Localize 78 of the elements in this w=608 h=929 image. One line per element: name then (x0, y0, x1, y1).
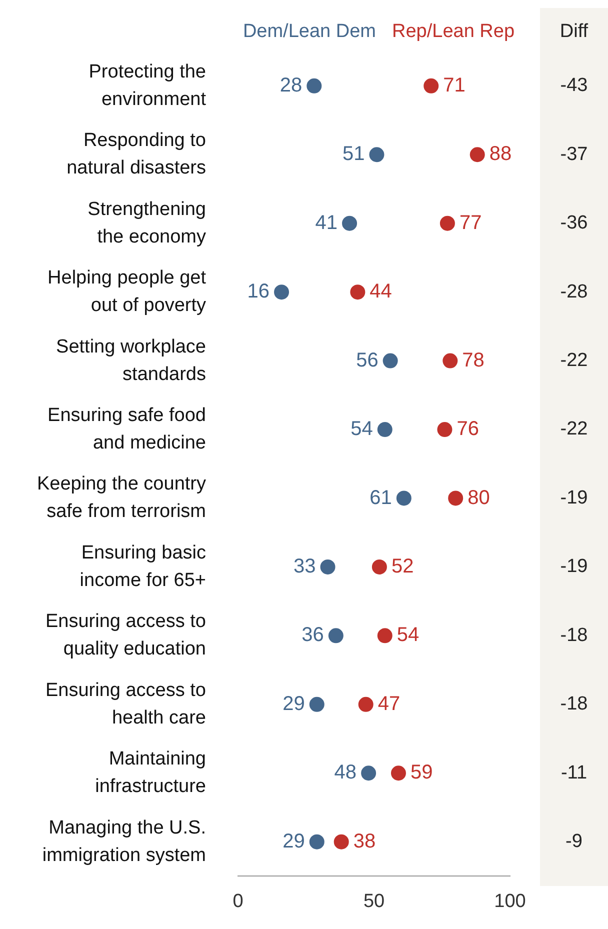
data-label: 47 (378, 692, 400, 715)
data-label: 71 (443, 74, 466, 96)
data-label: 76 (456, 418, 479, 440)
text: -19 (560, 556, 588, 578)
point (424, 78, 439, 94)
point (396, 490, 412, 506)
point (334, 834, 349, 850)
y-tick-label: Maintaining infrastructure (95, 748, 206, 798)
y-tick-label: Strengthening the economy (88, 198, 206, 248)
text: Diff (560, 21, 589, 42)
data-label: 78 (462, 349, 484, 372)
point (442, 353, 458, 368)
x-tick-label: 0 (232, 890, 244, 912)
data-label: 29 (282, 692, 305, 715)
point (382, 353, 398, 368)
data-label: 56 (356, 349, 378, 372)
data-label: 41 (315, 212, 338, 234)
text: -22 (560, 350, 588, 372)
data-label: 51 (342, 143, 365, 166)
data-label: 44 (370, 280, 392, 303)
point (342, 216, 358, 231)
point (306, 78, 322, 94)
text: -19 (560, 487, 588, 508)
text: Dem/Lean Dem (242, 21, 376, 42)
point (350, 284, 366, 300)
data-label: 29 (282, 830, 305, 852)
point (309, 834, 324, 850)
point (440, 216, 455, 231)
data-label: 48 (334, 762, 357, 784)
data-label: 54 (350, 418, 373, 440)
data-label: 52 (391, 555, 414, 578)
point (372, 559, 387, 574)
y-tick-label: Setting workplace standards (56, 336, 206, 385)
point (377, 628, 392, 644)
data-label: 28 (280, 74, 302, 96)
point (390, 766, 406, 781)
text: -43 (560, 75, 588, 96)
point (448, 490, 464, 506)
data-label: 80 (468, 486, 490, 509)
text: -18 (560, 624, 588, 646)
text: -22 (560, 418, 588, 440)
x-tick-label: 50 (363, 890, 385, 912)
y-tick-label: Responding to natural disasters (66, 130, 206, 179)
y-tick-label: Helping people get out of poverty (48, 268, 207, 316)
point (358, 696, 374, 712)
x-tick-label: 100 (494, 890, 526, 912)
y-tick-label: Ensuring basic income for 65+ (80, 542, 206, 591)
data-label: 88 (489, 143, 512, 166)
point (320, 559, 336, 574)
text: -37 (560, 144, 588, 165)
point (361, 766, 376, 781)
point (470, 147, 485, 162)
y-tick-label: Protecting the environment (88, 61, 207, 110)
data-label: 54 (396, 624, 420, 646)
point (437, 422, 452, 438)
text: Rep/Lean Rep (392, 21, 515, 42)
text: -18 (560, 694, 588, 715)
point (369, 147, 384, 162)
data-label: 38 (353, 830, 376, 852)
data-label: 36 (302, 624, 324, 646)
point (274, 284, 290, 300)
data-label: 33 (294, 555, 316, 578)
data-label: 77 (459, 212, 482, 234)
y-tick-label: Ensuring access to quality education (45, 611, 206, 660)
y-tick-label: Ensuring access to health care (45, 680, 206, 728)
text: -9 (566, 831, 582, 852)
text: -28 (560, 281, 588, 302)
text: -11 (560, 762, 588, 784)
data-label: 59 (410, 762, 433, 784)
point (328, 628, 344, 644)
data-label: 61 (370, 486, 392, 509)
y-tick-label: Managing the U.S. immigration system (42, 817, 206, 866)
point (377, 422, 392, 438)
data-label: 16 (247, 280, 270, 303)
y-tick-label: Keeping the country safe from terrorism (36, 474, 206, 522)
point (309, 696, 324, 712)
y-tick-label: Ensuring safe food and medicine (48, 404, 206, 454)
text: -36 (560, 212, 588, 234)
